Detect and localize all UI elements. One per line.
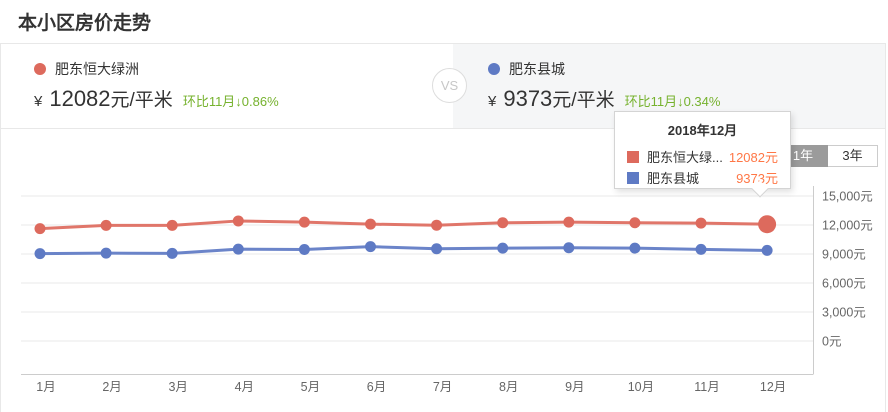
data-point[interactable] <box>298 243 310 255</box>
price-trend-chart[interactable]: 0元 3,000元 6,000元 9,000元 12,000元 15,000元 1月 2月 3月… <box>1 130 885 412</box>
data-point[interactable] <box>34 223 46 235</box>
x-axis-tick-label: 6月 <box>367 380 386 394</box>
chart-tooltip: 2018年12月 肥东恒大绿... 12082元肥东县城 9373元 <box>614 111 791 198</box>
data-point[interactable] <box>365 218 376 230</box>
data-point[interactable] <box>100 247 112 259</box>
y-axis-tick-label: 6,000元 <box>822 277 866 291</box>
x-axis-tick-label: 7月 <box>433 380 452 394</box>
series-line <box>38 245 769 256</box>
compare-item-district: 肥东县城 ¥ 9373 元/平米 环比11月↓0.34% <box>488 60 720 112</box>
vs-badge: VS <box>432 68 467 103</box>
tooltip-series-marker-icon <box>627 171 639 184</box>
x-axis-tick-label: 5月 <box>301 380 320 394</box>
x-axis-tick-label: 3月 <box>168 380 187 394</box>
x-axis-tick-label: 12月 <box>760 380 786 394</box>
x-axis-tick-label: 2月 <box>102 380 121 394</box>
x-axis-tick-label: 4月 <box>235 380 254 394</box>
currency-symbol: ¥ <box>34 93 43 110</box>
range-tabs: 1年 3年 <box>778 145 878 167</box>
price-unit: 元/平米 <box>552 90 615 111</box>
tooltip-series-value: 9373元 <box>736 171 778 186</box>
data-point[interactable] <box>166 247 178 259</box>
district-name: 肥东县城 <box>509 61 565 77</box>
tooltip-row: 肥东县城 9373元 <box>627 167 778 188</box>
tooltip-series-name: 肥东恒大绿... <box>647 150 723 165</box>
data-point[interactable] <box>761 244 773 256</box>
community-name: 肥东恒大绿洲 <box>55 61 139 77</box>
x-axis-tick-label: 1月 <box>36 380 55 394</box>
month-over-month-change: 环比11月↓0.86% <box>182 94 279 109</box>
tooltip-series-value: 12082元 <box>728 150 778 165</box>
data-point[interactable] <box>497 242 509 254</box>
data-point[interactable] <box>232 243 244 255</box>
y-axis-tick-label: 9,000元 <box>822 248 866 262</box>
price-trend-card: 肥东恒大绿洲 ¥ 12082 元/平米 环比11月↓0.86% VS 肥东县城 … <box>0 43 886 412</box>
data-point[interactable] <box>695 217 707 229</box>
x-axis-tick-label: 9月 <box>565 380 584 394</box>
data-point[interactable] <box>629 242 641 254</box>
tooltip-series-name: 肥东县城 <box>647 171 700 186</box>
tooltip-row: 肥东恒大绿... 12082元 <box>627 146 778 167</box>
data-point[interactable] <box>166 219 178 231</box>
district-price: 9373 <box>503 86 553 111</box>
data-point[interactable] <box>431 219 443 231</box>
data-point[interactable] <box>100 219 112 231</box>
data-point[interactable] <box>365 241 376 253</box>
series-marker-blue-icon <box>488 63 500 75</box>
data-point[interactable] <box>695 243 707 255</box>
data-point[interactable] <box>298 216 310 228</box>
tooltip-series-marker-icon <box>627 150 639 163</box>
y-axis-tick-label: 3,000元 <box>822 306 866 320</box>
currency-symbol: ¥ <box>488 93 497 110</box>
y-axis-tick-label: 12,000元 <box>822 219 873 233</box>
series-line <box>38 219 769 231</box>
tooltip-rows: 肥东恒大绿... 12082元肥东县城 9373元 <box>615 146 790 188</box>
series-marker-red-icon <box>34 63 46 75</box>
data-point[interactable] <box>758 215 777 234</box>
page-title: 本小区房价走势 <box>18 13 152 34</box>
y-axis-tick-label: 15,000元 <box>822 190 873 204</box>
data-point[interactable] <box>232 215 244 227</box>
data-point[interactable] <box>563 216 575 228</box>
data-point[interactable] <box>629 217 641 229</box>
x-axis-tick-label: 8月 <box>499 380 518 394</box>
data-point[interactable] <box>431 243 443 255</box>
compare-item-community: 肥东恒大绿洲 ¥ 12082 元/平米 环比11月↓0.86% <box>34 60 279 112</box>
tooltip-title: 2018年12月 <box>667 123 738 138</box>
data-point[interactable] <box>34 248 46 260</box>
data-point[interactable] <box>497 217 509 229</box>
x-axis-tick-label: 11月 <box>694 380 719 394</box>
community-price: 12082 <box>49 86 111 111</box>
range-tab[interactable]: 3年 <box>828 145 878 167</box>
price-unit: 元/平米 <box>110 90 173 111</box>
data-point[interactable] <box>563 242 575 254</box>
x-axis-tick-label: 10月 <box>628 380 654 394</box>
y-axis-tick-label: 0元 <box>822 335 841 349</box>
month-over-month-change: 环比11月↓0.34% <box>624 94 721 109</box>
